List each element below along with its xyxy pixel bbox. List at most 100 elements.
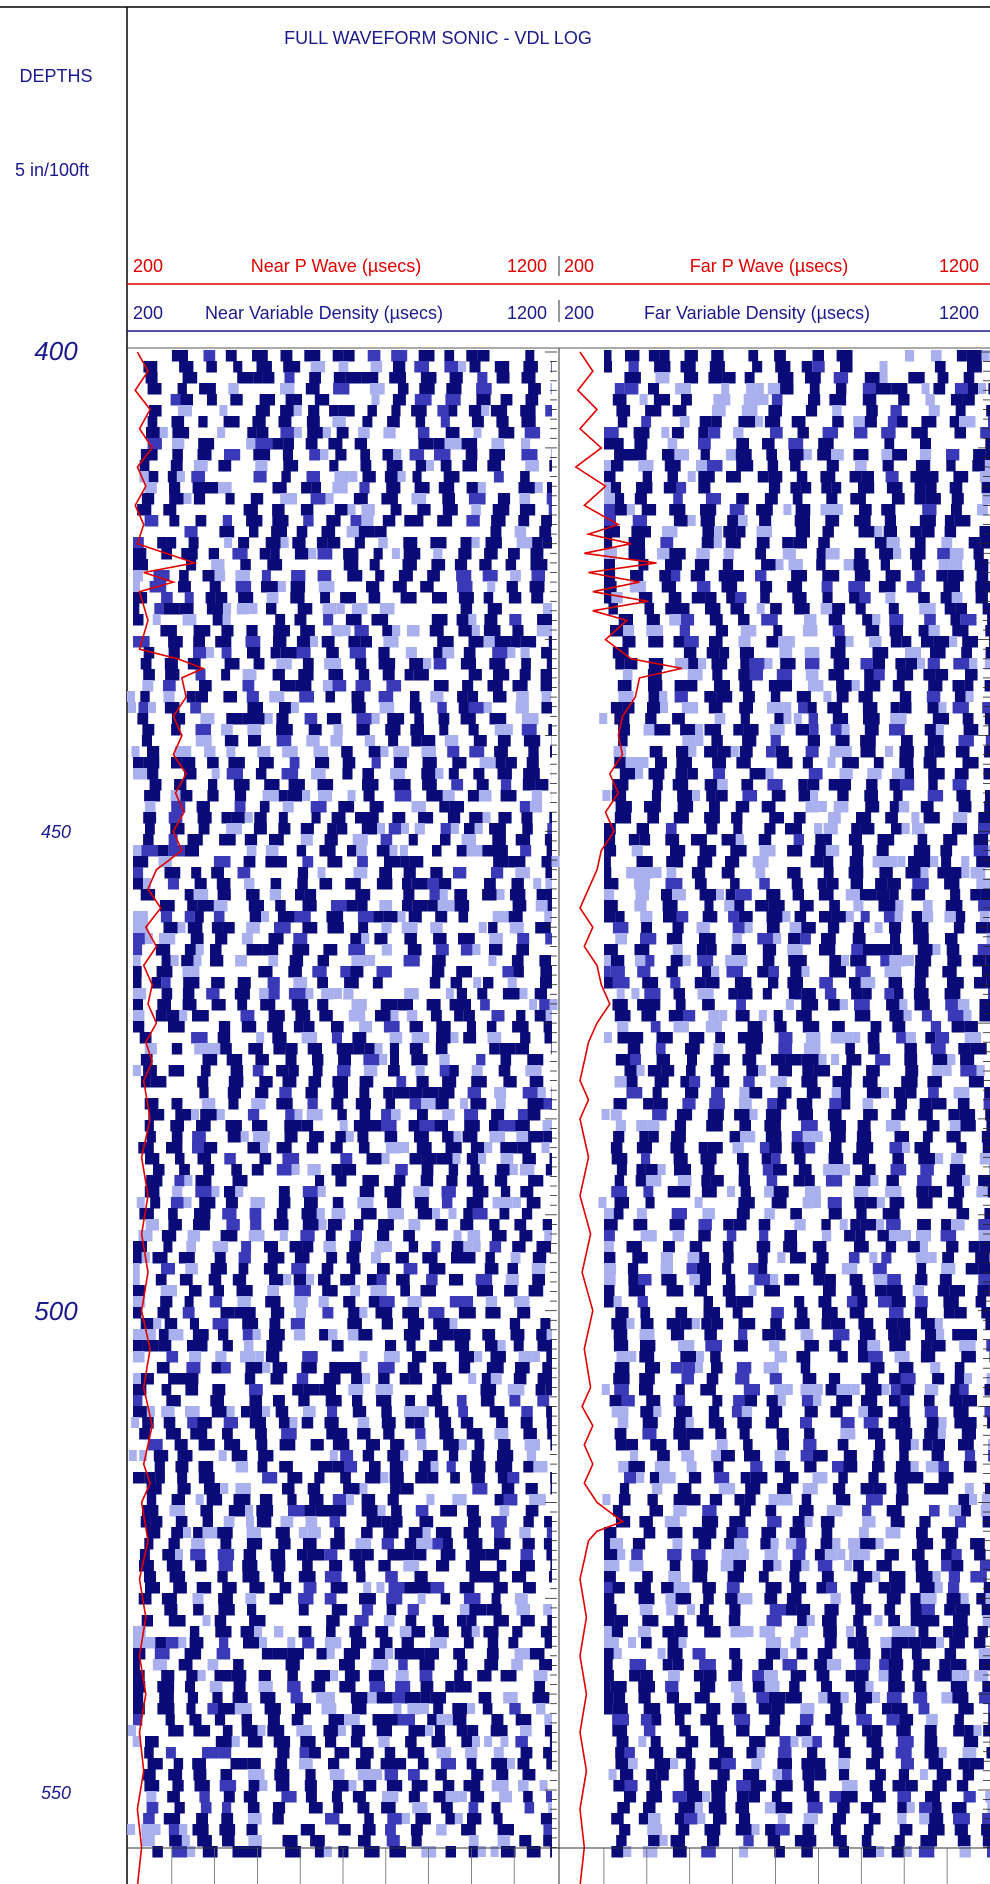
near-vdl-cell (452, 1494, 467, 1506)
near-vdl-cell (161, 1230, 177, 1242)
near-vdl-cell (192, 1824, 209, 1836)
far-vdl-cell (803, 1439, 817, 1451)
near-vdl-cell (323, 614, 334, 626)
far-vdl-cell (691, 1549, 706, 1561)
near-wave-max-label: 1200 (507, 256, 547, 276)
far-vdl-cell (661, 581, 676, 593)
near-vdl-cell (303, 1538, 317, 1550)
far-vdl-cell (766, 636, 779, 648)
far-vdl-cell (857, 1571, 873, 1583)
far-vdl-cell (934, 1318, 943, 1329)
near-vdl-cell (547, 1428, 552, 1440)
far-vdl-cell (980, 1505, 990, 1517)
near-vdl-cell (442, 504, 458, 516)
far-vdl-cell (974, 1670, 989, 1682)
far-vdl-cell (668, 1010, 683, 1022)
far-vdl-cell (783, 1472, 799, 1484)
near-vdl-cell (358, 427, 370, 439)
near-vdl-cell (233, 1494, 251, 1506)
near-vdl-cell (285, 394, 302, 406)
far-vdl-cell (637, 867, 654, 879)
far-vdl-cell (897, 416, 908, 428)
near-vdl-cell (360, 636, 372, 648)
far-vdl-cell (622, 636, 636, 648)
far-vdl-cell (767, 1835, 781, 1847)
far-vdl-cell (821, 1527, 833, 1539)
far-vdl-cell (832, 1483, 846, 1495)
far-vdl-cell (944, 603, 956, 615)
near-vdl-cell (247, 1604, 257, 1616)
far-vdl-cell (963, 724, 979, 736)
far-vdl-cell (668, 592, 682, 604)
near-vdl-cell (472, 1241, 481, 1252)
far-vdl-cell (829, 1098, 842, 1110)
near-vdl-cell (480, 1395, 495, 1407)
far-vdl-cell (700, 1714, 718, 1726)
far-vdl-cell (890, 713, 907, 725)
far-vdl-cell (817, 1648, 833, 1660)
near-vdl-cell (272, 515, 289, 527)
near-vdl-cell (321, 1703, 337, 1715)
near-vdl-cell (240, 559, 251, 571)
far-vdl-cell (704, 812, 720, 824)
near-vdl-cell (345, 372, 362, 384)
far-vdl-cell (769, 1406, 783, 1418)
far-vdl-cell (636, 1208, 647, 1220)
near-vdl-cell (343, 559, 359, 571)
near-vdl-cell (403, 867, 416, 879)
far-vdl-cell (845, 911, 854, 922)
near-vdl-image (127, 350, 560, 1858)
far-vdl-cell (899, 1714, 914, 1726)
near-vdl-cell (361, 504, 375, 516)
far-vdl-cell (981, 1131, 990, 1143)
near-vdl-cell (357, 856, 368, 868)
near-vdl-cell (210, 944, 222, 956)
far-vdl-cell (636, 1164, 646, 1176)
far-vdl-cell (743, 724, 759, 736)
far-vdl-cell (734, 1714, 751, 1726)
far-vdl-cell (697, 856, 713, 868)
near-vdl-cell (426, 1395, 443, 1407)
near-vdl-cell (248, 1230, 265, 1242)
far-vdl-cell (877, 834, 895, 846)
far-vdl-cell (985, 1593, 990, 1605)
far-vdl-cell (691, 1318, 700, 1329)
far-vdl-cell (959, 1384, 969, 1396)
near-vdl-cell (343, 350, 355, 362)
near-vdl-cell (157, 1681, 175, 1693)
near-vdl-cell (301, 482, 312, 494)
near-vdl-cell (291, 1714, 304, 1726)
near-vdl-cell (549, 812, 552, 824)
near-vdl-cell (460, 603, 473, 615)
far-vdl-cell (981, 350, 990, 361)
far-vdl-cell (850, 955, 867, 967)
far-vdl-cell (919, 1516, 931, 1528)
far-vdl-cell (623, 625, 635, 637)
near-vdl-cell (178, 581, 191, 593)
near-vdl-cell (466, 1615, 477, 1627)
near-vdl-cell (550, 1846, 552, 1858)
near-vdl-cell (369, 383, 385, 395)
far-vdl-cell (853, 1560, 864, 1572)
near-vdl-cell (262, 790, 279, 802)
near-vdl-cell (542, 537, 552, 549)
near-vdl-cell (484, 1736, 493, 1747)
near-vdl-cell (472, 1186, 489, 1198)
near-vdl-cell (221, 1813, 234, 1825)
far-vdl-cell (937, 1428, 946, 1439)
far-vdl-cell (794, 603, 810, 615)
far-vdl-cell (952, 779, 967, 791)
near-vdl-cell (307, 1043, 322, 1055)
near-vdl-cell (189, 1285, 202, 1297)
near-vdl-cell (208, 548, 219, 560)
near-vdl-cell (398, 1659, 408, 1671)
near-vdl-cell (276, 1142, 292, 1154)
near-vdl-cell (545, 1384, 552, 1396)
far-vdl-cell (897, 1736, 914, 1748)
far-vdl-cell (845, 636, 854, 647)
far-vdl-cell (711, 416, 722, 428)
near-vdl-cell (522, 1153, 536, 1165)
near-vdl-cell (535, 779, 549, 791)
far-vdl-cell (694, 1692, 710, 1704)
near-vdl-cell (437, 1329, 454, 1341)
